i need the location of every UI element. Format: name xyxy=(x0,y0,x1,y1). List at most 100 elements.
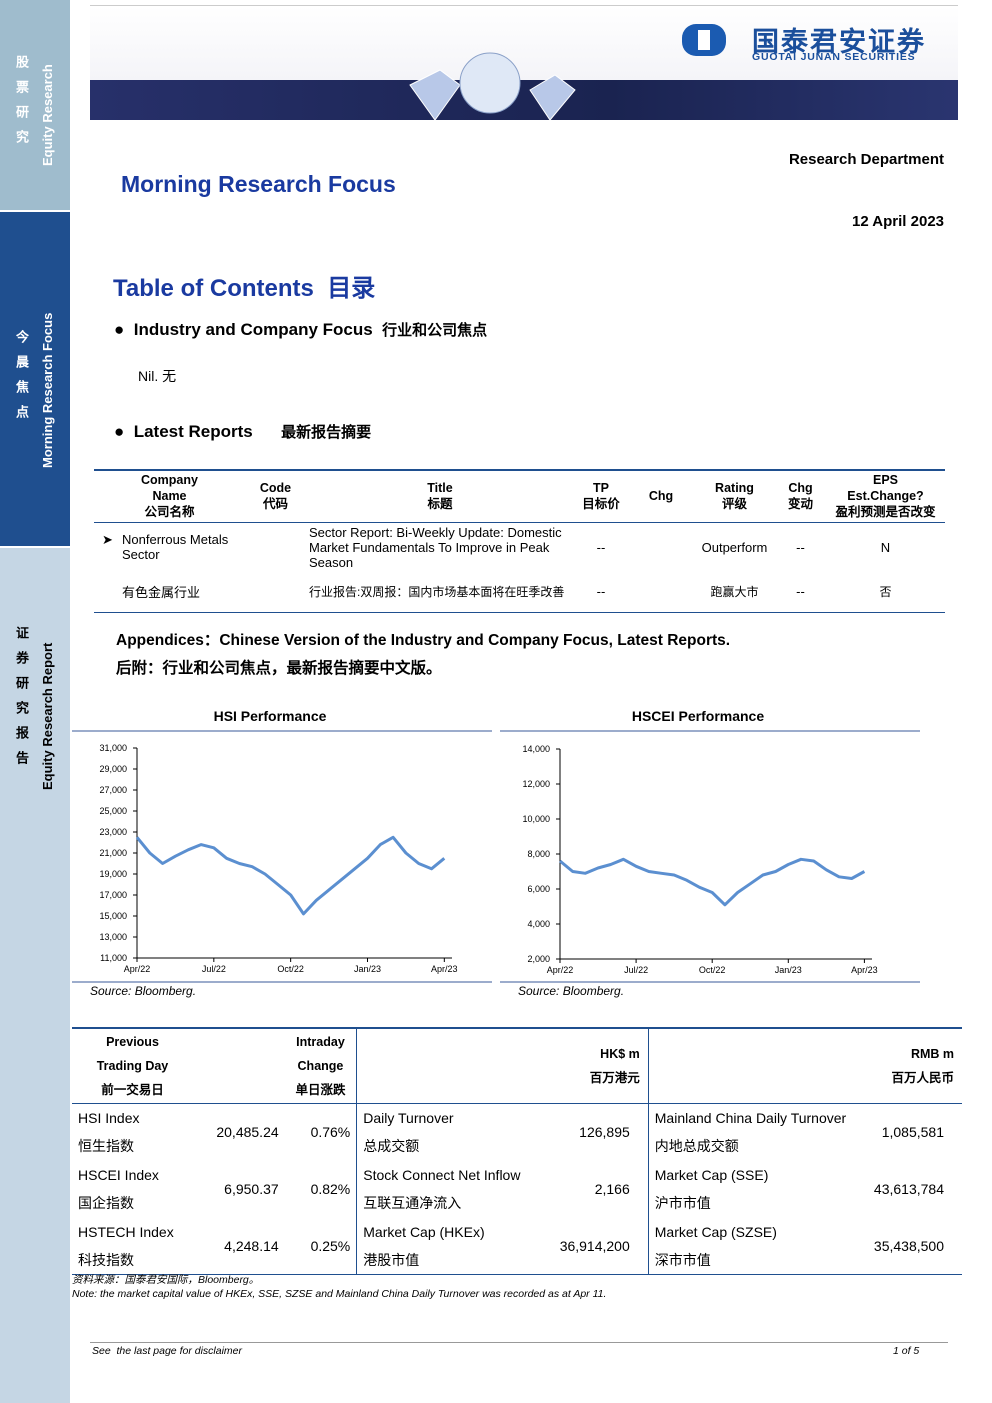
bullet-icon: ➤ xyxy=(102,532,113,548)
value-cell: 2,166 xyxy=(594,1181,630,1197)
y-tick-label: 14,000 xyxy=(522,744,550,754)
sidebar-mid xyxy=(0,212,70,546)
header-line: TP xyxy=(593,481,609,496)
header-line: Intraday xyxy=(296,1035,345,1049)
logo-text: 国泰君安证券 xyxy=(752,27,926,57)
header-line: Name xyxy=(152,489,187,504)
x-tick-label: Jan/23 xyxy=(775,965,802,975)
header-line: Previous xyxy=(106,1035,159,1049)
chart-source: Source: Bloomberg. xyxy=(518,984,624,998)
banner xyxy=(90,5,958,81)
label-cell: Market Cap (HKEx) 港股市值 xyxy=(356,1217,542,1275)
toc-title: Table of Contents 目录 xyxy=(113,268,375,303)
toc-title-cn: 目录 xyxy=(327,275,376,302)
header-line: HK$ m xyxy=(600,1047,640,1061)
section-body: Nil. 无 xyxy=(138,368,177,384)
table-row: ➤ Nonferrous Metals Sector Sector Report: … xyxy=(94,522,945,572)
y-tick-label: 13,000 xyxy=(99,932,127,942)
x-tick-label: Apr/22 xyxy=(547,965,574,975)
header-line: Chg xyxy=(648,489,674,504)
label-cn: 港股市值 xyxy=(363,1251,420,1268)
x-tick-label: Oct/22 xyxy=(699,965,726,975)
sidebar-text: Equity Research Report xyxy=(40,642,55,790)
label-cn: 深市市值 xyxy=(654,1251,711,1268)
chart-title: HSI Performance xyxy=(214,708,327,724)
label-en: Stock Connect Net Inflow xyxy=(363,1167,521,1183)
sidebar-top xyxy=(0,0,70,210)
rating-cell: Outperform xyxy=(701,539,768,555)
label-cn: 科技指数 xyxy=(78,1251,134,1268)
label-cell: Mainland China Daily Turnover 内地总成交额 xyxy=(647,1103,868,1161)
sidebar-bottom xyxy=(0,548,70,1403)
logo-subtext: GUOTAI JUNAN SECURITIES xyxy=(752,51,916,63)
label-cn: 恒生指数 xyxy=(78,1138,134,1155)
company-cell: 有色金属行业 xyxy=(94,572,245,612)
y-tick-label: 2,000 xyxy=(527,954,550,964)
header-line: Title xyxy=(427,481,453,496)
appendix-en: Appendices：Chinese Version of the Indust… xyxy=(116,632,731,649)
toc-title-en: Table of Contents xyxy=(113,275,314,302)
banner-bar xyxy=(90,80,958,120)
x-tick-label: Jul/22 xyxy=(624,965,648,975)
header-line: Est.Change? xyxy=(847,489,924,504)
label-cell: Stock Connect Net Inflow 互联互通净流入 xyxy=(356,1160,542,1218)
header-line: RMB m xyxy=(910,1047,954,1061)
y-tick-label: 11,000 xyxy=(100,953,127,963)
x-tick-label: Apr/22 xyxy=(124,964,151,974)
y-tick-label: 17,000 xyxy=(99,890,127,900)
header-line: 目标价 xyxy=(582,497,620,512)
section-title-cn: 最新报告摘要 xyxy=(281,424,372,441)
label-en: HSCEI Index xyxy=(78,1167,159,1183)
footer-rule xyxy=(90,1342,948,1343)
section-title: Industry and Company Focus xyxy=(133,320,373,339)
title-cell: Sector Report: Bi-Weekly Update: Domesti… xyxy=(309,524,562,570)
value-cell: 36,914,200 xyxy=(559,1237,630,1254)
header-cell: Title 标题 xyxy=(306,470,574,522)
header-cell: Chg xyxy=(628,470,694,522)
header-line: Rating xyxy=(715,481,754,496)
header-line: Change xyxy=(297,1059,344,1073)
table-header: Company Name 公司名称 Code 代码 Title 标题 TP 目标价 Chg Rati… xyxy=(94,470,945,522)
diamonds xyxy=(409,52,576,121)
y-tick-label: 12,000 xyxy=(522,779,550,789)
label-cn: 互联互通净流入 xyxy=(363,1195,462,1211)
source-note: 资料来源：国泰君安国际，Bloomberg。 xyxy=(72,1274,260,1286)
sidebar-text: Morning Research Focus xyxy=(40,312,55,468)
label-en: Mainland China Daily Turnover xyxy=(654,1110,847,1127)
tp-cell: -- xyxy=(596,539,606,555)
company: Nonferrous Metals Sector xyxy=(122,532,229,563)
header-cell xyxy=(193,1028,285,1104)
header-cell: Rating 评级 xyxy=(694,470,775,522)
label-cell: HSI Index 恒生指数 xyxy=(72,1104,193,1161)
value-cell: 35,438,500 xyxy=(873,1237,944,1254)
header-cell xyxy=(356,1028,542,1104)
x-tick-label: Oct/22 xyxy=(277,964,304,974)
header-line: 单日涨跌 xyxy=(295,1083,346,1097)
header-line: 评级 xyxy=(721,497,747,512)
logo-mark xyxy=(682,24,726,56)
chart: HSI Performance 11,000 13,000 15,000 17,000 1… xyxy=(72,708,492,998)
header-line: Code xyxy=(259,481,292,496)
eps-cell: N xyxy=(880,539,891,555)
toc-section: ● Industry and Company Focus 行业和公司焦点 xyxy=(114,320,488,339)
x-tick-label: Jan/23 xyxy=(354,964,381,974)
y-tick-label: 29,000 xyxy=(99,764,127,774)
code-cell xyxy=(245,572,306,612)
label-cell: HSTECH Index 科技指数 xyxy=(72,1218,193,1275)
header-cell: Company Name 公司名称 xyxy=(94,470,245,522)
value-cell: 126,895 xyxy=(579,1124,630,1141)
label-en: Daily Turnover xyxy=(363,1110,454,1127)
sidebar-text: Equity Research xyxy=(40,64,55,166)
header-cell xyxy=(647,1028,868,1104)
table-header: Previous Trading Day 前一交易日 Intraday Change 单… xyxy=(72,1028,962,1104)
header-cell: RMB m 百万人民币 xyxy=(868,1028,962,1104)
header-line: 百万人民币 xyxy=(891,1071,954,1085)
value-cell: 20,485.24 xyxy=(216,1124,279,1141)
chart-title: HSCEI Performance xyxy=(632,708,764,724)
table-row: 有色金属行业 行业报告:双周报：国内市场基本面将在旺季改善 -- 跑赢大市 -- 否 xyxy=(94,572,945,612)
label-cell: HSCEI Index 国企指数 xyxy=(72,1161,193,1218)
header-cell: Code 代码 xyxy=(245,470,306,522)
chg-cell xyxy=(628,572,694,612)
